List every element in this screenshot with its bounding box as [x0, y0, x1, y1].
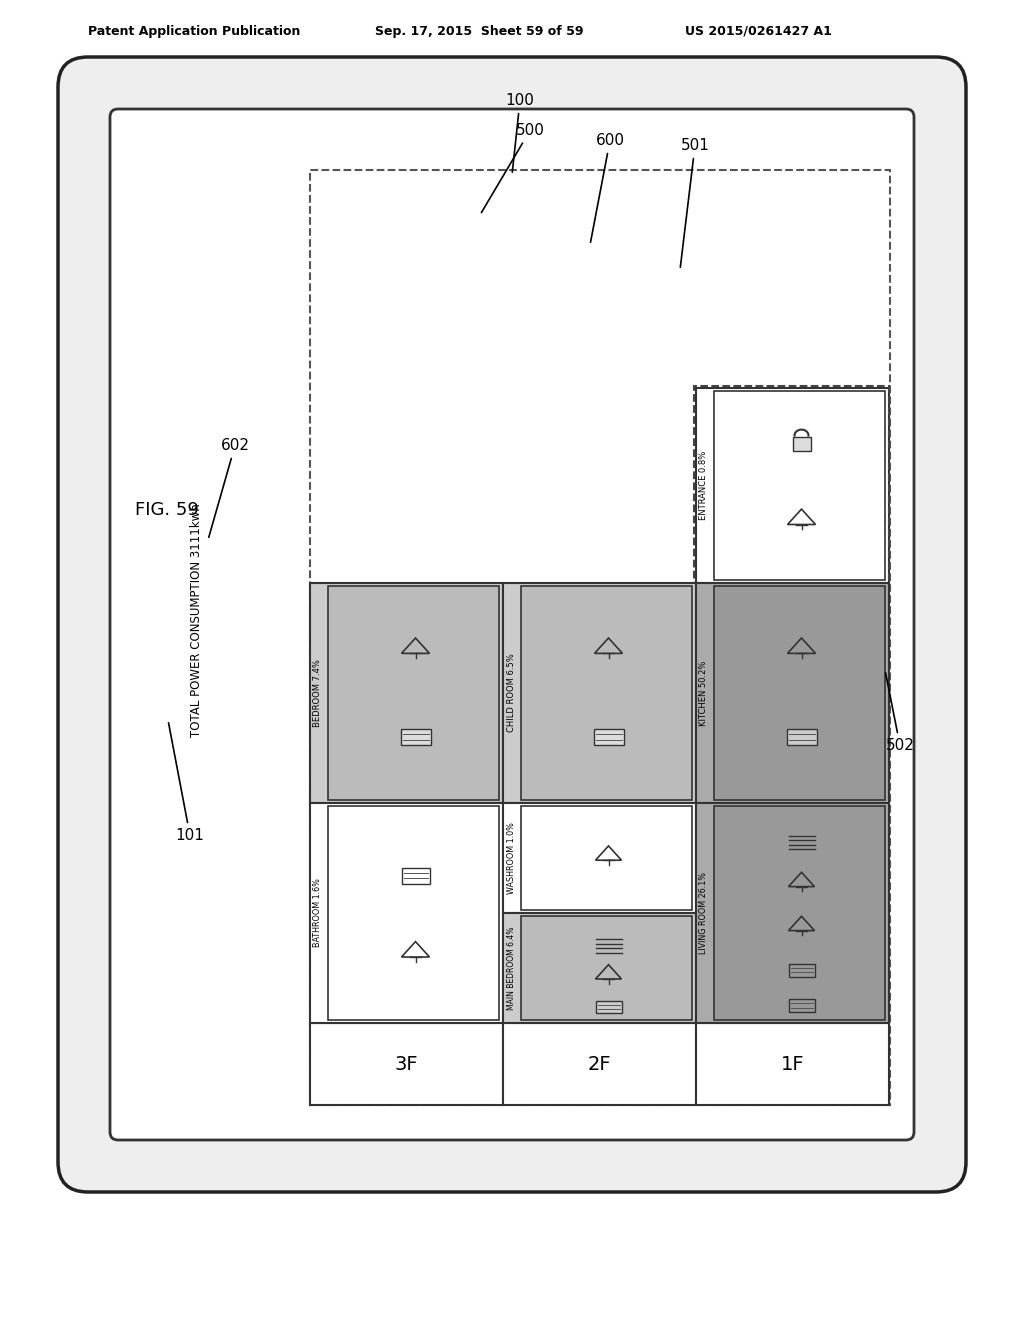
- Text: WASHROOM 1.0%: WASHROOM 1.0%: [507, 822, 515, 894]
- Bar: [400, 729, 430, 744]
- Text: 1F: 1F: [780, 1055, 804, 1073]
- Text: 602: 602: [209, 438, 250, 537]
- Bar: [594, 729, 624, 744]
- Text: 100: 100: [506, 92, 535, 172]
- Bar: [714, 586, 885, 800]
- Bar: [596, 1001, 622, 1012]
- Bar: [310, 170, 890, 1105]
- Text: LIVING ROOM 26.1%: LIVING ROOM 26.1%: [699, 873, 709, 954]
- Text: BATHROOM 1.6%: BATHROOM 1.6%: [313, 879, 323, 948]
- Bar: [788, 964, 814, 977]
- Bar: [521, 916, 692, 1020]
- Text: BEDROOM 7.4%: BEDROOM 7.4%: [313, 659, 323, 727]
- Bar: [401, 867, 429, 883]
- FancyBboxPatch shape: [58, 57, 966, 1192]
- Text: FIG. 59: FIG. 59: [135, 502, 199, 519]
- Text: KITCHEN 50.2%: KITCHEN 50.2%: [699, 660, 709, 726]
- Bar: [328, 807, 499, 1020]
- Bar: [503, 913, 696, 1023]
- Text: 502: 502: [886, 673, 914, 752]
- Text: ENTRANCE 0.8%: ENTRANCE 0.8%: [699, 451, 709, 520]
- Bar: [793, 437, 811, 450]
- Bar: [503, 803, 696, 913]
- Bar: [696, 388, 889, 583]
- Text: 500: 500: [481, 123, 545, 213]
- Text: Sep. 17, 2015  Sheet 59 of 59: Sep. 17, 2015 Sheet 59 of 59: [375, 25, 584, 38]
- Bar: [328, 586, 499, 800]
- Text: TOTAL POWER CONSUMPTION 3111kwh: TOTAL POWER CONSUMPTION 3111kwh: [189, 503, 203, 737]
- Bar: [503, 1023, 696, 1105]
- FancyBboxPatch shape: [110, 110, 914, 1140]
- Text: 101: 101: [169, 723, 205, 843]
- Text: 3F: 3F: [394, 1055, 419, 1073]
- Bar: [714, 807, 885, 1020]
- Bar: [788, 999, 814, 1012]
- Bar: [714, 391, 885, 579]
- Bar: [503, 583, 696, 803]
- Text: Patent Application Publication: Patent Application Publication: [88, 25, 300, 38]
- Bar: [696, 583, 889, 803]
- Text: CHILD ROOM 6.5%: CHILD ROOM 6.5%: [507, 653, 515, 733]
- Text: 2F: 2F: [588, 1055, 611, 1073]
- Bar: [310, 1023, 503, 1105]
- Bar: [694, 385, 889, 805]
- Text: US 2015/0261427 A1: US 2015/0261427 A1: [685, 25, 831, 38]
- Text: MAIN BEDROOM 6.4%: MAIN BEDROOM 6.4%: [507, 927, 515, 1010]
- Bar: [521, 807, 692, 909]
- Bar: [696, 803, 889, 1023]
- Bar: [310, 583, 503, 803]
- Bar: [310, 803, 503, 1023]
- Bar: [786, 729, 816, 744]
- Bar: [521, 586, 692, 800]
- Bar: [696, 1023, 889, 1105]
- Text: 501: 501: [680, 139, 710, 267]
- Text: 600: 600: [591, 133, 625, 243]
